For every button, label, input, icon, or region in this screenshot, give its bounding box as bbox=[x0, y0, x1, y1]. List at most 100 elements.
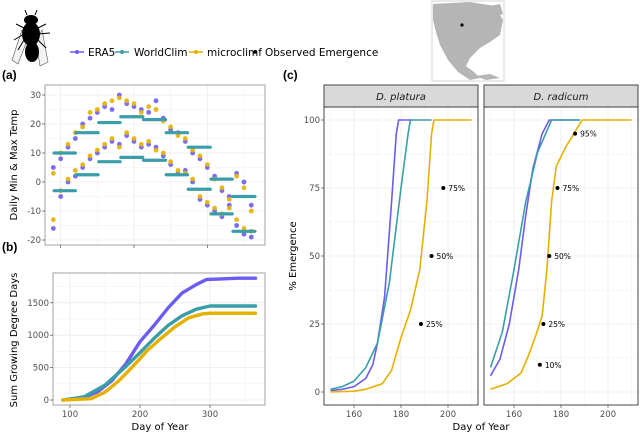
line-era5 bbox=[61, 276, 258, 402]
facet-strip-title: D. radicum bbox=[534, 92, 589, 103]
point-microclimf-max bbox=[248, 208, 254, 214]
panel-b-growing-degree-days: 0 500 1000 1500 100 200 300 bbox=[27, 272, 266, 420]
observed-label: 95% bbox=[580, 130, 597, 139]
point-microclimf-min bbox=[146, 139, 152, 144]
legend-dot-worldclim bbox=[120, 50, 124, 54]
point-microclimf-min bbox=[204, 199, 210, 205]
point-microclimf-max bbox=[94, 107, 100, 112]
point-era5-max bbox=[87, 115, 93, 121]
y-tick-label: 1000 bbox=[27, 331, 49, 341]
point-microclimf-max bbox=[190, 147, 196, 153]
point-microclimf-max bbox=[226, 197, 232, 202]
point-microclimf-min bbox=[226, 205, 232, 211]
legend: ERA5 WorldClim microclimf Observed Emergenc… bbox=[70, 47, 378, 59]
x-tick-label: 180 bbox=[393, 410, 409, 420]
point-microclimf-min bbox=[197, 194, 203, 199]
panel-b-x-axis-title: Day of Year bbox=[132, 422, 190, 433]
panel-label-a: (a) bbox=[2, 68, 17, 82]
point-microclimf-max bbox=[219, 185, 225, 191]
point-era5-max bbox=[248, 202, 254, 208]
y-tick-label: 30 bbox=[30, 91, 41, 101]
x-tick-label: 200 bbox=[600, 410, 616, 420]
y-tick-label: -20 bbox=[27, 236, 41, 246]
point-era5-max bbox=[241, 179, 247, 185]
panel-b-y-axis-title: Sum Growing Degree Days bbox=[9, 273, 20, 408]
point-microclimf-min bbox=[131, 136, 137, 141]
x-tick-label: 180 bbox=[553, 410, 569, 420]
facet-strip bbox=[483, 84, 639, 108]
point-microclimf-min bbox=[160, 150, 166, 156]
y-tick-label: 0 bbox=[44, 396, 49, 406]
legend-label-microclimf: microclimf bbox=[207, 47, 262, 59]
observed-label: 50% bbox=[437, 252, 454, 261]
point-microclimf-max bbox=[182, 136, 188, 141]
legend-dot-observed bbox=[253, 50, 257, 54]
point-microclimf-min bbox=[109, 136, 115, 141]
point-microclimf-min bbox=[124, 130, 130, 136]
point-microclimf-max bbox=[87, 110, 93, 115]
observed-label: 10% bbox=[545, 361, 562, 370]
y-tick-label: 10 bbox=[30, 149, 41, 159]
observed-point bbox=[441, 186, 446, 190]
fly-silhouette-icon bbox=[11, 9, 51, 67]
point-era5-min bbox=[241, 231, 247, 237]
y-tick-label: 500 bbox=[33, 364, 49, 374]
point-microclimf-min bbox=[168, 159, 174, 165]
line-microclimf bbox=[490, 119, 632, 391]
observed-label: 75% bbox=[448, 184, 465, 193]
line-era5 bbox=[489, 119, 580, 377]
y-tick-label: 1500 bbox=[27, 299, 49, 309]
observed-label: 75% bbox=[562, 184, 579, 193]
point-microclimf-min bbox=[153, 147, 159, 153]
line-worldclim bbox=[489, 119, 580, 368]
point-era5-max bbox=[58, 156, 64, 162]
point-microclimf-min bbox=[212, 205, 218, 211]
point-microclimf-max bbox=[131, 101, 137, 107]
panel-label-c: (c) bbox=[283, 68, 298, 82]
y-tick-label: 25 bbox=[309, 320, 320, 330]
point-microclimf-max bbox=[168, 124, 174, 130]
point-microclimf-min bbox=[87, 153, 93, 159]
plot-border bbox=[44, 84, 266, 246]
y-tick-label: -10 bbox=[27, 207, 41, 217]
point-microclimf-max bbox=[138, 110, 144, 115]
point-microclimf-min bbox=[138, 141, 144, 147]
y-tick-label: 20 bbox=[30, 120, 41, 130]
point-microclimf-max bbox=[124, 98, 130, 104]
line-worldclim bbox=[61, 304, 258, 402]
north-america-map-icon bbox=[431, 0, 505, 82]
point-microclimf-max bbox=[80, 124, 86, 130]
panel-c-x-axis-title: Day of Year bbox=[453, 422, 511, 433]
y-tick-label: 75 bbox=[309, 184, 320, 194]
point-microclimf-min bbox=[65, 176, 71, 182]
observed-point bbox=[429, 254, 434, 258]
line-microclimf bbox=[330, 119, 472, 393]
point-era5-min bbox=[234, 223, 240, 228]
y-tick-label: 50 bbox=[309, 252, 320, 262]
facet-strip-title: D. platura bbox=[376, 92, 426, 103]
legend-label-observed: Observed Emergence bbox=[265, 47, 378, 59]
point-microclimf-min bbox=[175, 168, 181, 173]
y-tick-label: 0 bbox=[36, 178, 41, 188]
point-microclimf-max bbox=[65, 141, 71, 147]
point-microclimf-max bbox=[109, 98, 115, 104]
x-tick-label: 200 bbox=[440, 410, 456, 420]
line-microclimf bbox=[61, 311, 258, 402]
panel-label-b: (b) bbox=[2, 240, 17, 254]
point-microclimf-min bbox=[116, 144, 122, 150]
legend-label-era5: ERA5 bbox=[88, 47, 115, 59]
point-microclimf-max bbox=[153, 107, 159, 112]
point-microclimf-min bbox=[50, 217, 56, 223]
point-microclimf-max bbox=[102, 101, 108, 107]
point-microclimf-max bbox=[116, 95, 122, 101]
point-microclimf-min bbox=[190, 176, 196, 182]
point-era5-max bbox=[50, 165, 56, 170]
point-microclimf-max bbox=[50, 170, 56, 176]
legend-dot-era5 bbox=[75, 50, 79, 54]
legend-label-worldclim: WorldClim bbox=[134, 47, 187, 59]
point-microclimf-min bbox=[241, 226, 247, 231]
point-microclimf-max bbox=[175, 133, 181, 139]
x-tick-label: 200 bbox=[132, 410, 148, 420]
